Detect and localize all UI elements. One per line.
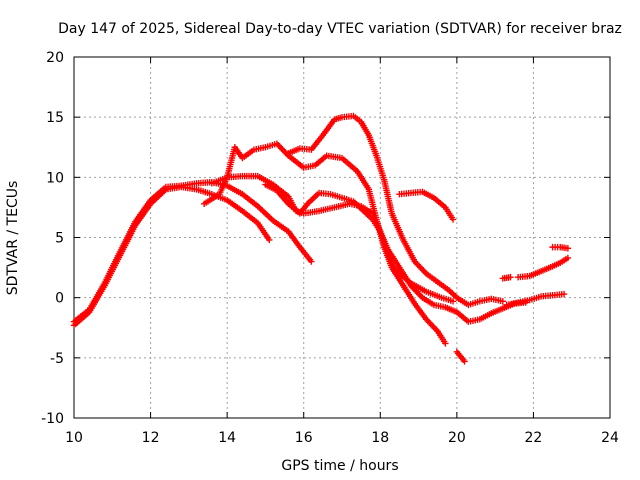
x-tick-label: 12 xyxy=(142,430,160,446)
y-tick-label: -5 xyxy=(50,351,64,367)
data-point-marker xyxy=(461,358,468,365)
grid-lines xyxy=(74,57,610,418)
x-tick-label: 14 xyxy=(218,430,236,446)
x-tick-label: 20 xyxy=(448,430,466,446)
y-tick-label: 20 xyxy=(46,50,64,66)
y-axis-label: SDTVAR / TECUs xyxy=(5,181,21,296)
y-tick-label: 5 xyxy=(55,231,64,247)
data-point-marker xyxy=(499,298,506,305)
x-tick-label: 22 xyxy=(525,430,543,446)
series-track-k xyxy=(549,243,572,252)
series-track-d xyxy=(208,140,449,347)
x-tick-label: 16 xyxy=(295,430,313,446)
chart-title: Day 147 of 2025, Sidereal Day-to-day VTE… xyxy=(58,21,622,37)
data-point-marker xyxy=(308,258,315,265)
series-track-i xyxy=(514,254,572,281)
series-track-l xyxy=(499,274,514,282)
x-tick-label: 10 xyxy=(65,430,83,446)
axis-ticks: 10 12 14 16 18 20 22 24 -10 -5 0 5 10 15 20 xyxy=(41,50,619,446)
data-point-marker xyxy=(564,245,572,252)
series-track-a xyxy=(70,183,273,329)
y-tick-label: 0 xyxy=(55,291,64,307)
series-track-f xyxy=(262,181,529,325)
x-tick-label: 24 xyxy=(601,430,619,446)
series-track-e xyxy=(285,112,506,309)
data-point-marker xyxy=(449,298,457,305)
series-track-j xyxy=(503,290,568,309)
y-tick-label: 15 xyxy=(46,110,64,126)
data-point-marker xyxy=(560,290,568,298)
x-axis-label: GPS time / hours xyxy=(281,458,398,474)
data-point-marker xyxy=(442,340,449,347)
y-tick-label: 10 xyxy=(46,170,64,186)
data-point-marker xyxy=(507,274,514,281)
series-track-b xyxy=(70,178,315,325)
x-tick-label: 18 xyxy=(371,430,389,446)
series-track-g xyxy=(396,188,457,223)
y-tick-label: -10 xyxy=(41,411,64,427)
series-track-h xyxy=(453,348,468,365)
data-point-marker xyxy=(449,216,457,223)
data-point-marker xyxy=(564,254,572,262)
data-marks xyxy=(70,112,572,365)
data-point-marker xyxy=(266,236,273,244)
